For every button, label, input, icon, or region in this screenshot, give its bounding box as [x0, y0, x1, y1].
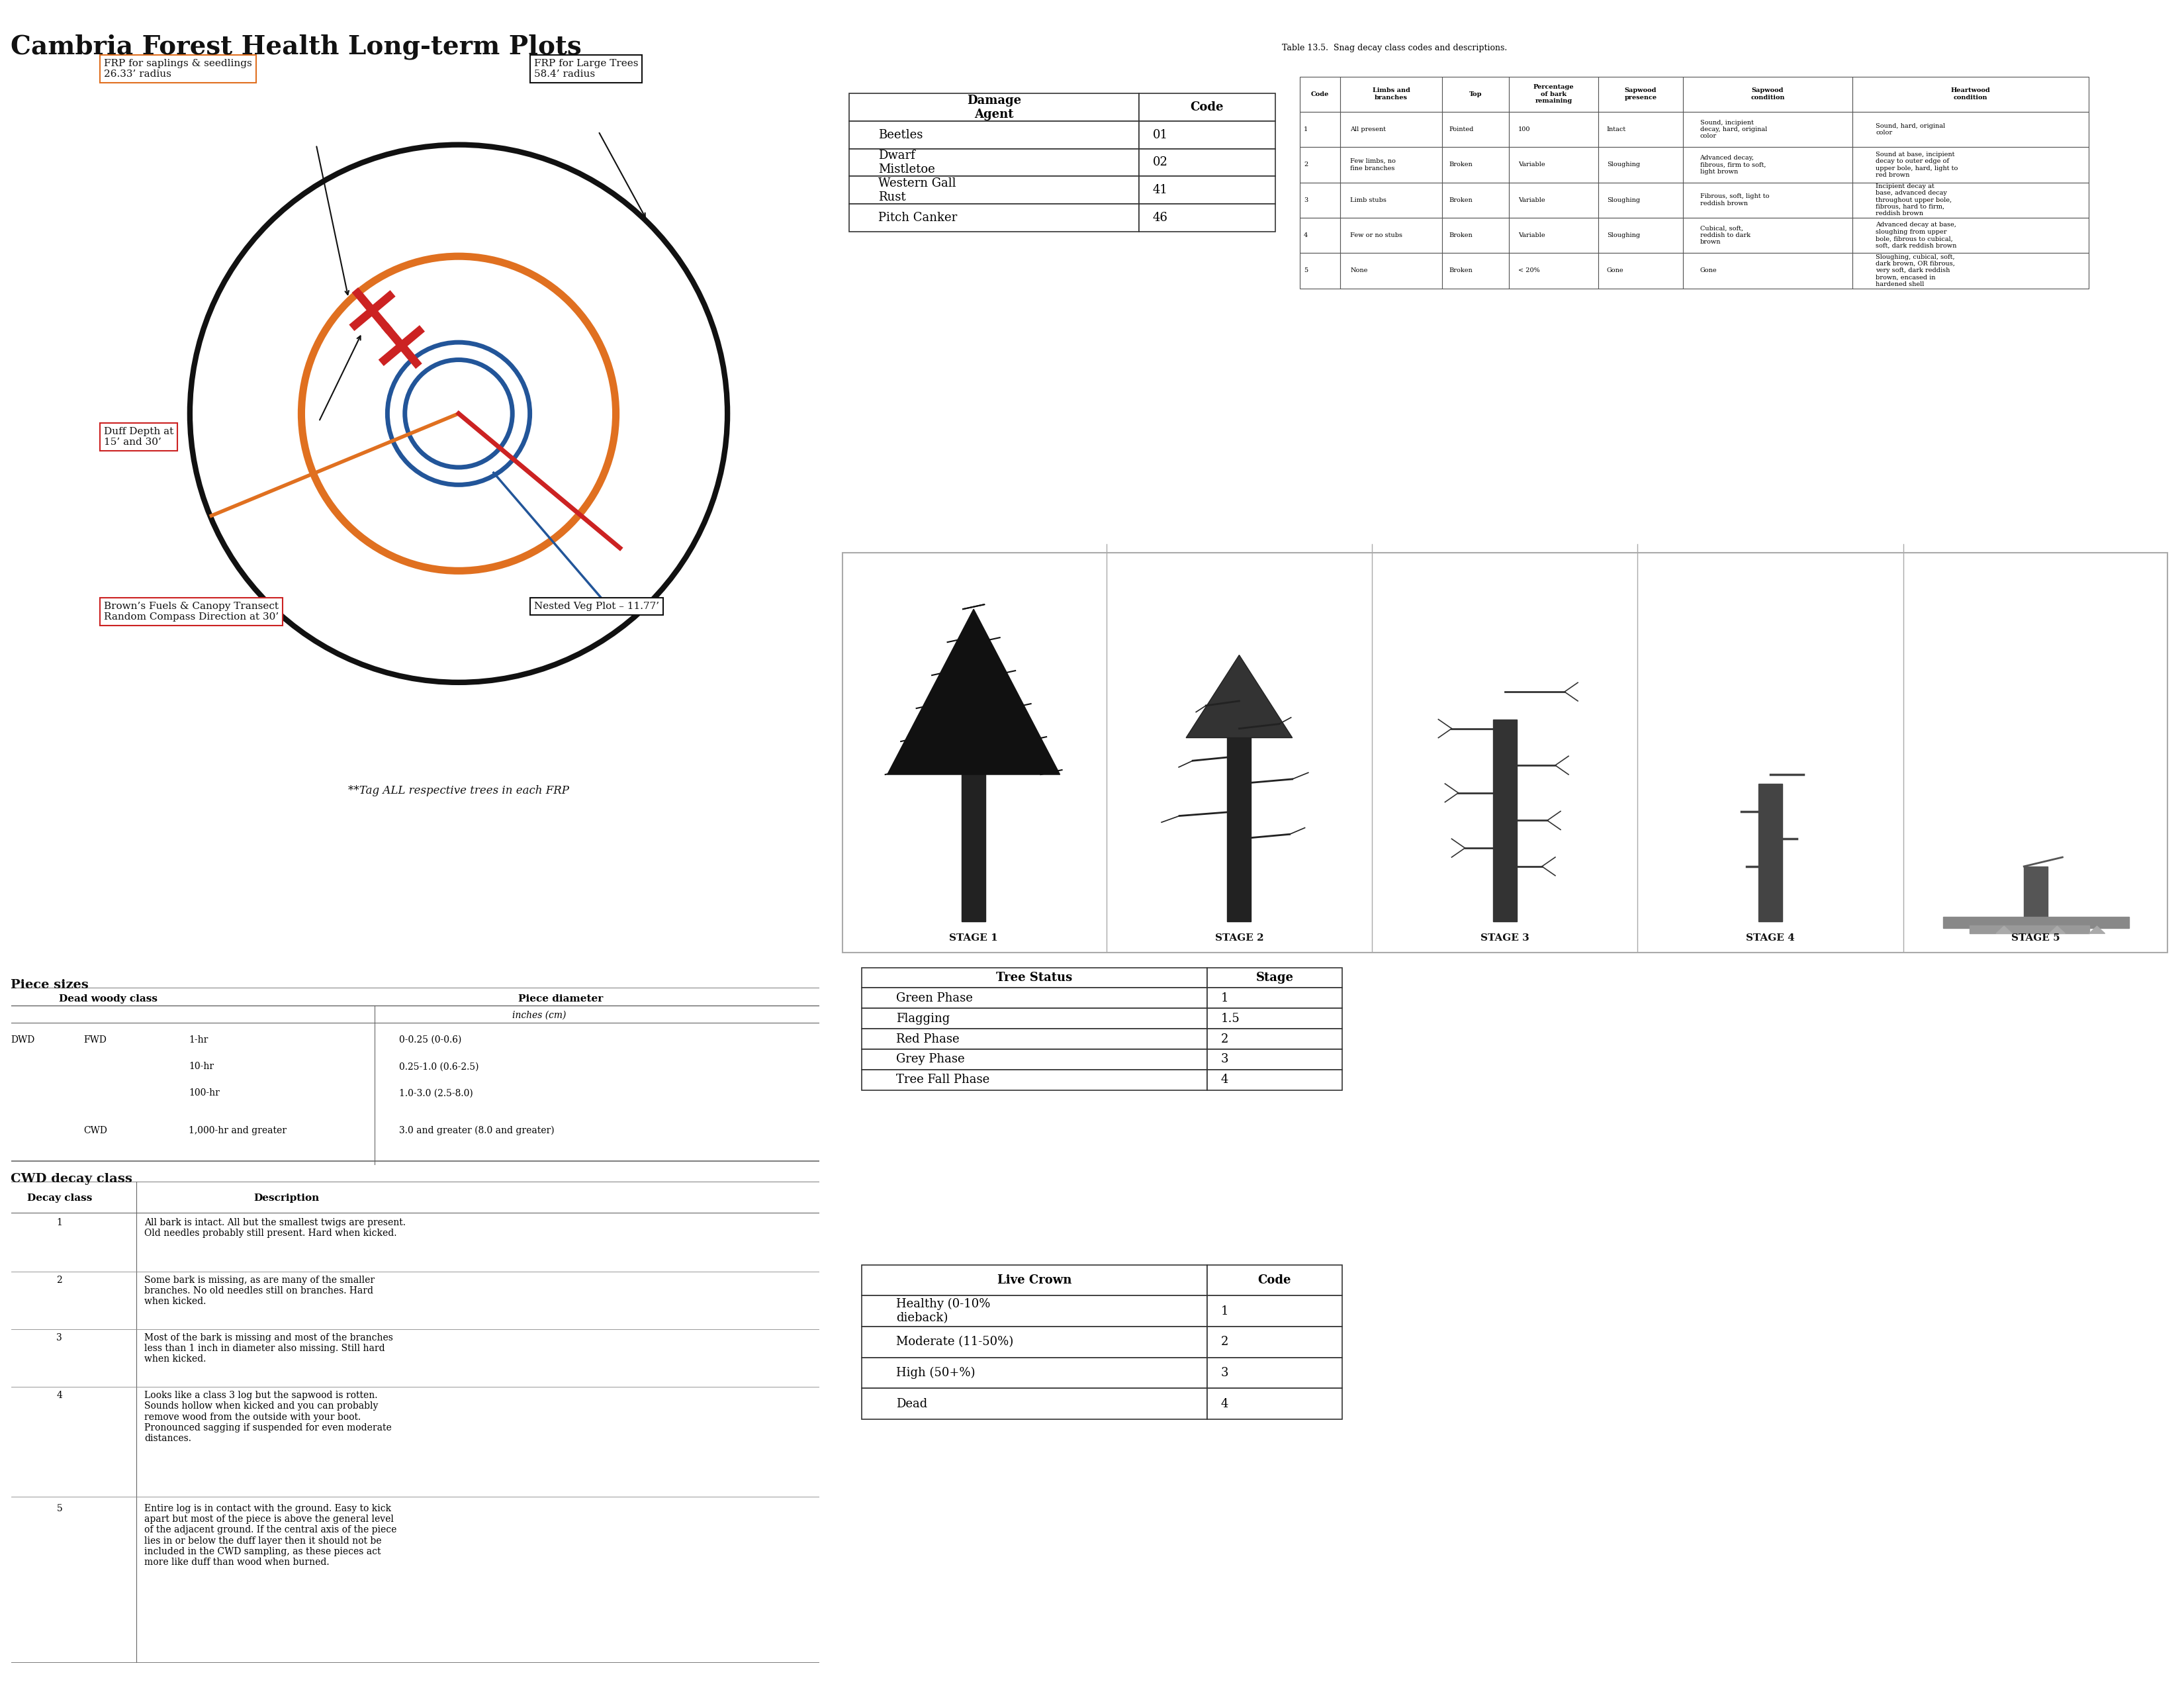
Bar	[2025, 866, 2049, 922]
Text: 1-hr: 1-hr	[188, 1035, 207, 1045]
Polygon shape	[887, 609, 1059, 775]
Text: 2: 2	[57, 1276, 63, 1285]
Bar	[1944, 917, 2129, 928]
Text: 1,000-hr and greater: 1,000-hr and greater	[188, 1126, 286, 1134]
Text: Cambria Forest Health Long-term Plots: Cambria Forest Health Long-term Plots	[11, 34, 581, 59]
Text: STAGE 1: STAGE 1	[950, 933, 998, 942]
Text: Looks like a class 3 log but the sapwood is rotten.
Sounds hollow when kicked an: Looks like a class 3 log but the sapwood…	[144, 1391, 391, 1443]
Text: Entire log is in contact with the ground. Easy to kick
apart but most of the pie: Entire log is in contact with the ground…	[144, 1504, 397, 1566]
Bar	[1758, 783, 1782, 922]
Polygon shape	[2090, 927, 2105, 933]
Text: 0-0.25 (0-0.6): 0-0.25 (0-0.6)	[400, 1035, 461, 1045]
Polygon shape	[2049, 927, 2066, 933]
Text: Some bark is missing, as are many of the smaller
branches. No old needles still : Some bark is missing, as are many of the…	[144, 1276, 376, 1307]
Text: Piece diameter: Piece diameter	[518, 994, 603, 1004]
Text: Description: Description	[253, 1193, 319, 1204]
Bar	[1970, 925, 2090, 933]
Text: 100-hr: 100-hr	[188, 1089, 221, 1097]
Text: FWD: FWD	[83, 1035, 107, 1045]
Bar	[1227, 738, 1251, 922]
Text: STAGE 2: STAGE 2	[1214, 933, 1265, 942]
Text: Table 13.5.  Snag decay class codes and descriptions.: Table 13.5. Snag decay class codes and d…	[1282, 44, 1507, 52]
Text: 4: 4	[57, 1391, 63, 1399]
Text: Most of the bark is missing and most of the branches
less than 1 inch in diamete: Most of the bark is missing and most of …	[144, 1334, 393, 1364]
Text: **Tag ALL respective trees in each FRP: **Tag ALL respective trees in each FRP	[347, 785, 570, 797]
Bar	[961, 775, 985, 922]
Text: 5: 5	[57, 1504, 63, 1512]
Text: STAGE 5: STAGE 5	[2011, 933, 2060, 942]
Text: Brown’s Fuels & Canopy Transect
Random Compass Direction at 30’: Brown’s Fuels & Canopy Transect Random C…	[105, 601, 280, 621]
Text: 1: 1	[57, 1217, 63, 1227]
Text: 3: 3	[57, 1334, 63, 1342]
Polygon shape	[1186, 655, 1293, 738]
Text: 0.25-1.0 (0.6-2.5): 0.25-1.0 (0.6-2.5)	[400, 1062, 478, 1072]
Text: CWD decay class: CWD decay class	[11, 1173, 133, 1185]
Text: DWD: DWD	[11, 1035, 35, 1045]
Text: 1.0-3.0 (2.5-8.0): 1.0-3.0 (2.5-8.0)	[400, 1089, 472, 1097]
Text: 3.0 and greater (8.0 and greater): 3.0 and greater (8.0 and greater)	[400, 1126, 555, 1136]
Text: FRP for Large Trees
58.4’ radius: FRP for Large Trees 58.4’ radius	[533, 59, 638, 79]
Text: STAGE 4: STAGE 4	[1745, 933, 1795, 942]
Text: 10-hr: 10-hr	[188, 1062, 214, 1072]
Text: inches (cm): inches (cm)	[511, 1011, 566, 1020]
Text: FRP for saplings & seedlings
26.33’ radius: FRP for saplings & seedlings 26.33’ radi…	[105, 59, 251, 79]
Bar	[1494, 719, 1516, 922]
Polygon shape	[1996, 927, 2011, 933]
Text: Piece sizes: Piece sizes	[11, 979, 90, 991]
Text: Decay class: Decay class	[26, 1193, 92, 1204]
Text: CWD: CWD	[83, 1126, 107, 1134]
Text: Duff Depth at
15’ and 30’: Duff Depth at 15’ and 30’	[105, 427, 173, 447]
Text: STAGE 3: STAGE 3	[1481, 933, 1529, 942]
Text: Dead woody class: Dead woody class	[59, 994, 157, 1004]
Text: Nested Veg Plot – 11.77’: Nested Veg Plot – 11.77’	[533, 601, 660, 611]
Text: All bark is intact. All but the smallest twigs are present.
Old needles probably: All bark is intact. All but the smallest…	[144, 1217, 406, 1237]
